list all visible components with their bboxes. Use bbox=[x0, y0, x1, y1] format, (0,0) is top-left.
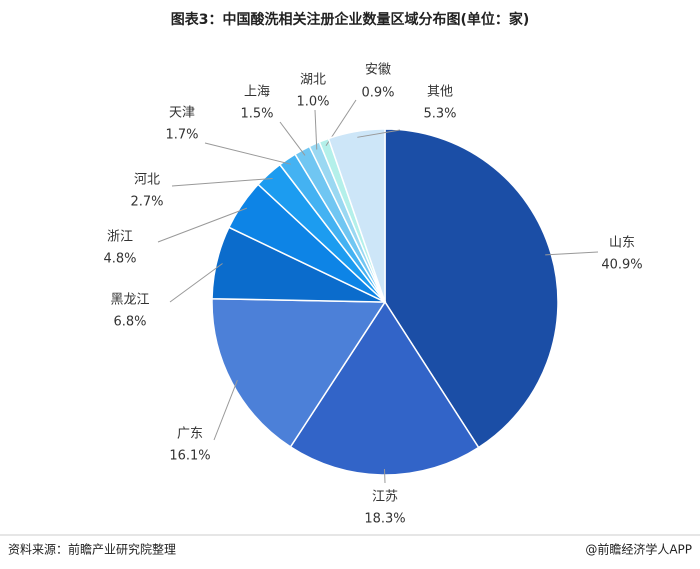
category-label: 山东 bbox=[609, 236, 635, 251]
leader-line bbox=[314, 109, 318, 150]
leader-line bbox=[383, 468, 386, 484]
category-label: 其他 bbox=[427, 85, 453, 100]
category-label: 河北 bbox=[134, 173, 160, 188]
value-label: 4.8% bbox=[103, 252, 136, 267]
leader-line bbox=[279, 121, 306, 156]
value-label: 6.8% bbox=[113, 315, 146, 330]
value-label: 16.1% bbox=[169, 449, 210, 464]
category-label: 安徽 bbox=[365, 63, 391, 78]
category-label: 黑龙江 bbox=[110, 293, 149, 308]
category-label: 上海 bbox=[244, 85, 270, 100]
category-label: 广东 bbox=[177, 427, 203, 442]
leader-line bbox=[169, 263, 223, 303]
value-label: 5.3% bbox=[423, 107, 456, 122]
source: 资料来源：前瞻产业研究院整理 bbox=[8, 542, 176, 557]
leader-line bbox=[157, 207, 248, 243]
value-label: 1.5% bbox=[240, 107, 273, 122]
pie-slice bbox=[211, 297, 387, 448]
leader-line bbox=[545, 251, 599, 256]
value-label: 2.7% bbox=[130, 195, 163, 210]
leader-line bbox=[213, 379, 238, 441]
leader-line bbox=[357, 129, 401, 138]
value-label: 0.9% bbox=[361, 86, 394, 101]
pie-slice bbox=[327, 128, 386, 303]
category-label: 湖北 bbox=[300, 73, 326, 88]
category-label: 江苏 bbox=[372, 489, 398, 505]
category-label: 浙江 bbox=[107, 230, 133, 245]
category-label: 天津 bbox=[169, 106, 195, 121]
value-label: 1.7% bbox=[165, 128, 198, 143]
credit: @前瞻经济学人APP bbox=[585, 542, 692, 557]
chart-title: 图表3：中国酸洗相关注册企业数量区域分布图(单位：家) bbox=[171, 11, 530, 28]
leader-line bbox=[171, 177, 273, 187]
value-label: 40.9% bbox=[601, 258, 642, 273]
leader-line bbox=[204, 142, 291, 165]
value-label: 1.0% bbox=[296, 95, 329, 110]
value-label: 18.3% bbox=[364, 512, 405, 527]
